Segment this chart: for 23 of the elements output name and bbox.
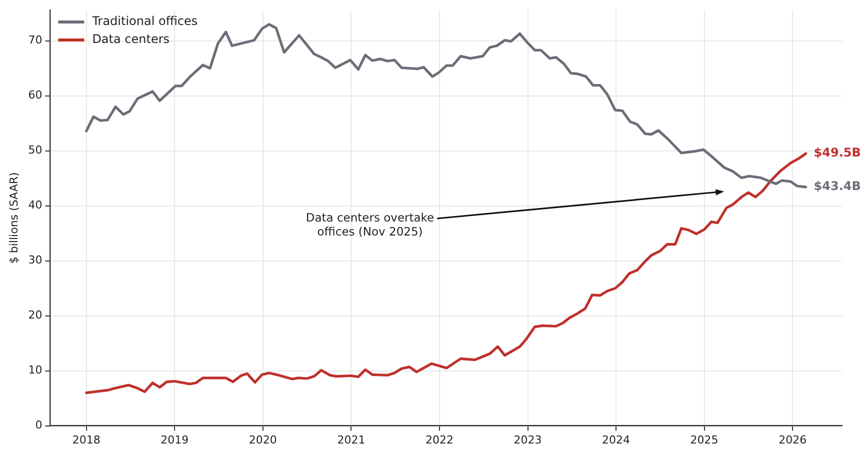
annotation: Data centers overtake offices (Nov 2025) [306,210,434,238]
x-tick-label: 2026 [778,433,807,446]
y-tick-label: 10 [28,364,42,377]
y-tick-label: 60 [28,88,42,102]
legend-label: Data centers [92,32,170,46]
x-tick-label: 2023 [514,433,542,446]
x-tick-label: 2018 [72,433,100,446]
x-tick-label: 2020 [248,433,277,446]
y-tick-label: 0 [35,418,42,432]
x-tick-label: 2021 [337,433,366,446]
legend-label: Traditional offices [91,14,198,28]
x-tick-label: 2019 [160,433,189,446]
y-tick-label: 50 [28,144,42,157]
x-tick-label: 2025 [690,433,718,446]
y-tick-label: 20 [28,308,42,322]
y-axis-title: $ billions (SAAR) [7,172,20,264]
x-tick-label: 2022 [425,433,454,446]
y-tick-label: 70 [28,34,42,47]
y-tick-label: 30 [28,254,42,267]
y-tick-label: 40 [28,198,42,212]
annotation: $43.4B [814,179,861,194]
x-tick-label: 2024 [602,433,630,446]
annotation: $49.5B [814,146,861,160]
